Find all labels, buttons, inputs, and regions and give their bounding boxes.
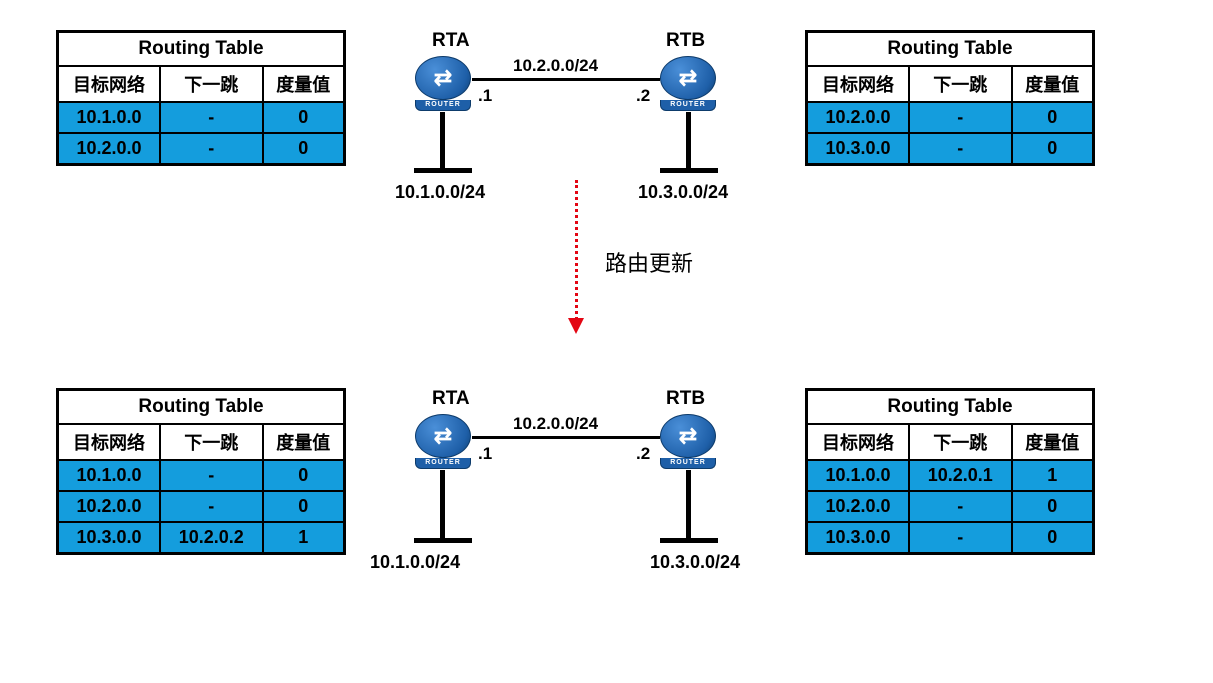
col-nexthop: 下一跳 [160,424,263,460]
table-row: 10.3.0.0 10.2.0.2 1 [58,522,345,554]
rtb-lan-bar-2 [660,538,718,543]
router-a-label-2: RTA [432,388,470,410]
rtb-lan-line-2 [686,470,691,540]
rta-lan-label-2: 10.1.0.0/24 [370,552,460,573]
update-label: 路由更新 [605,246,693,278]
rtb-ip-2: .2 [636,444,650,464]
rtb-ip: .2 [636,86,650,106]
link-label: 10.2.0.0/24 [513,56,598,76]
col-nexthop: 下一跳 [160,66,263,102]
table-row: 10.2.0.0 - 0 [58,133,345,165]
router-b-icon: ⇄ ROUTER [660,56,718,114]
routing-table-top-left: Routing Table 目标网络 下一跳 度量值 10.1.0.0 - 0 … [56,30,346,166]
table-row: 10.1.0.0 10.2.0.1 1 [807,460,1094,491]
table-row: 10.1.0.0 - 0 [58,460,345,491]
table-title: Routing Table [58,32,345,67]
rta-ip-2: .1 [478,444,492,464]
col-metric: 度量值 [1012,424,1094,460]
rtb-lan-line [686,112,691,170]
routing-table-bottom-left: Routing Table 目标网络 下一跳 度量值 10.1.0.0 - 0 … [56,388,346,555]
table-title: Routing Table [807,32,1094,67]
rta-lan-bar [414,168,472,173]
router-b-label-2: RTB [666,388,705,410]
col-dest: 目标网络 [58,66,161,102]
router-a-icon: ⇄ ROUTER [415,56,473,114]
table-row: 10.2.0.0 - 0 [807,491,1094,522]
router-b-icon-2: ⇄ ROUTER [660,414,718,472]
rtb-lan-label-2: 10.3.0.0/24 [650,552,740,573]
rta-ip: .1 [478,86,492,106]
table-title: Routing Table [807,390,1094,425]
router-a-label: RTA [432,30,470,52]
col-metric: 度量值 [263,66,345,102]
update-arrow-head [568,318,584,334]
col-nexthop: 下一跳 [909,66,1012,102]
link-line-2 [472,436,660,439]
col-metric: 度量值 [1012,66,1094,102]
rtb-lan-label: 10.3.0.0/24 [638,182,728,203]
link-line [472,78,660,81]
table-row: 10.3.0.0 - 0 [807,133,1094,165]
col-dest: 目标网络 [58,424,161,460]
routing-table-top-right: Routing Table 目标网络 下一跳 度量值 10.2.0.0 - 0 … [805,30,1095,166]
link-label-2: 10.2.0.0/24 [513,414,598,434]
table-title: Routing Table [58,390,345,425]
col-dest: 目标网络 [807,424,910,460]
col-metric: 度量值 [263,424,345,460]
rta-lan-line-2 [440,470,445,540]
router-a-icon-2: ⇄ ROUTER [415,414,473,472]
table-row: 10.2.0.0 - 0 [807,102,1094,133]
rta-lan-line [440,112,445,170]
rtb-lan-bar [660,168,718,173]
col-dest: 目标网络 [807,66,910,102]
table-row: 10.1.0.0 - 0 [58,102,345,133]
table-row: 10.3.0.0 - 0 [807,522,1094,554]
rta-lan-label: 10.1.0.0/24 [395,182,485,203]
col-nexthop: 下一跳 [909,424,1012,460]
router-b-label: RTB [666,30,705,52]
routing-table-bottom-right: Routing Table 目标网络 下一跳 度量值 10.1.0.0 10.2… [805,388,1095,555]
table-row: 10.2.0.0 - 0 [58,491,345,522]
rta-lan-bar-2 [414,538,472,543]
update-arrow-line [575,180,578,320]
